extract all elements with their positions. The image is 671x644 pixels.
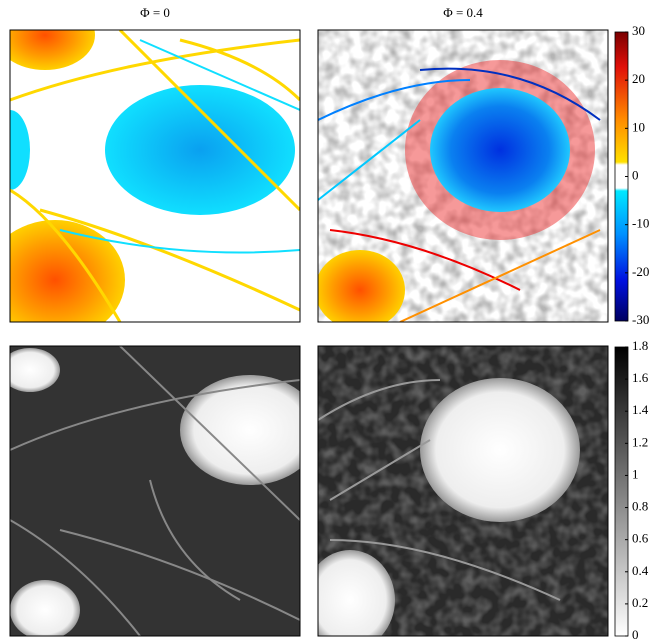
vorticity-field bbox=[10, 30, 300, 322]
tick-label: -30 bbox=[632, 312, 649, 327]
tick-label: 0.4 bbox=[632, 563, 649, 578]
tick-label: 1.4 bbox=[632, 402, 649, 417]
magnitude-field bbox=[318, 346, 608, 636]
panel-title: Φ = 0 bbox=[140, 5, 170, 20]
tick-label: 20 bbox=[632, 71, 645, 86]
colorbar bbox=[614, 346, 629, 637]
panel-frame bbox=[9, 345, 301, 637]
tick-label: -10 bbox=[632, 216, 649, 231]
tick-label: 30 bbox=[632, 23, 645, 38]
tick-label: -20 bbox=[632, 264, 649, 279]
tick-label: 0 bbox=[632, 167, 639, 182]
panel-frame bbox=[317, 345, 609, 637]
tick-label: 0.8 bbox=[632, 499, 648, 514]
tick-label: 0.6 bbox=[632, 531, 649, 546]
panel-frame bbox=[317, 29, 609, 323]
tick-label: 1 bbox=[632, 466, 639, 481]
tick-label: 0 bbox=[632, 627, 639, 639]
magnitude-field bbox=[10, 346, 300, 636]
tick-label: 0.2 bbox=[632, 595, 648, 610]
panel-title: Φ = 0.4 bbox=[443, 5, 483, 20]
tick-label: 1.8 bbox=[632, 338, 648, 353]
panel-frame bbox=[9, 29, 301, 323]
tick-label: 1.2 bbox=[632, 434, 648, 449]
tick-label: 10 bbox=[632, 119, 645, 134]
tick-label: 1.6 bbox=[632, 370, 649, 385]
vorticity-field bbox=[318, 30, 608, 322]
